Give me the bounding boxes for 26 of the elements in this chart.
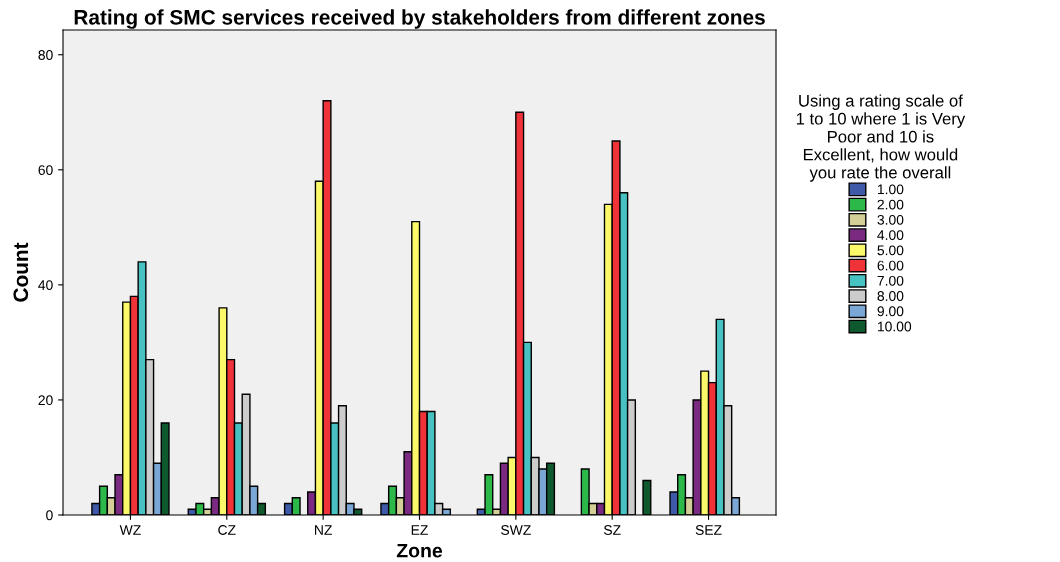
y-tick-label: 40 <box>38 280 53 291</box>
x-tick-label: SEZ <box>695 525 722 535</box>
chart-title: Rating of SMC services received by stakeholders from different zones <box>74 9 765 29</box>
legend-label: 7.00 <box>877 275 904 286</box>
legend-label: 3.00 <box>877 214 904 225</box>
legend-label: 4.00 <box>877 230 904 240</box>
y-tick-label: 60 <box>38 165 53 175</box>
x-tick-label: CZ <box>218 525 236 535</box>
y-axis-title: Count <box>13 242 29 302</box>
x-tick-label: SZ <box>603 525 621 535</box>
legend-label: 10.00 <box>877 321 912 332</box>
y-tick-label: 80 <box>38 50 53 60</box>
y-tick-label: 0 <box>46 510 53 521</box>
x-tick-label: WZ <box>119 525 141 535</box>
x-axis-title: Zone <box>396 543 443 558</box>
legend-title: Using a rating scale of 1 to 10 where 1 is Very Poor and 10 is Excellent, how would you rate the overall <box>796 94 966 182</box>
legend-label: 8.00 <box>877 291 904 301</box>
legend-label: 9.00 <box>877 306 904 317</box>
y-tick-label: 20 <box>38 395 53 406</box>
legend-label: 1.00 <box>877 184 904 195</box>
x-tick-label: EZ <box>411 525 428 535</box>
legend-label: 2.00 <box>877 199 904 210</box>
legend-label: 5.00 <box>877 245 904 256</box>
legend-label: 6.00 <box>877 260 904 271</box>
x-tick-label: NZ <box>315 525 332 535</box>
x-tick-label: SWZ <box>501 525 531 535</box>
